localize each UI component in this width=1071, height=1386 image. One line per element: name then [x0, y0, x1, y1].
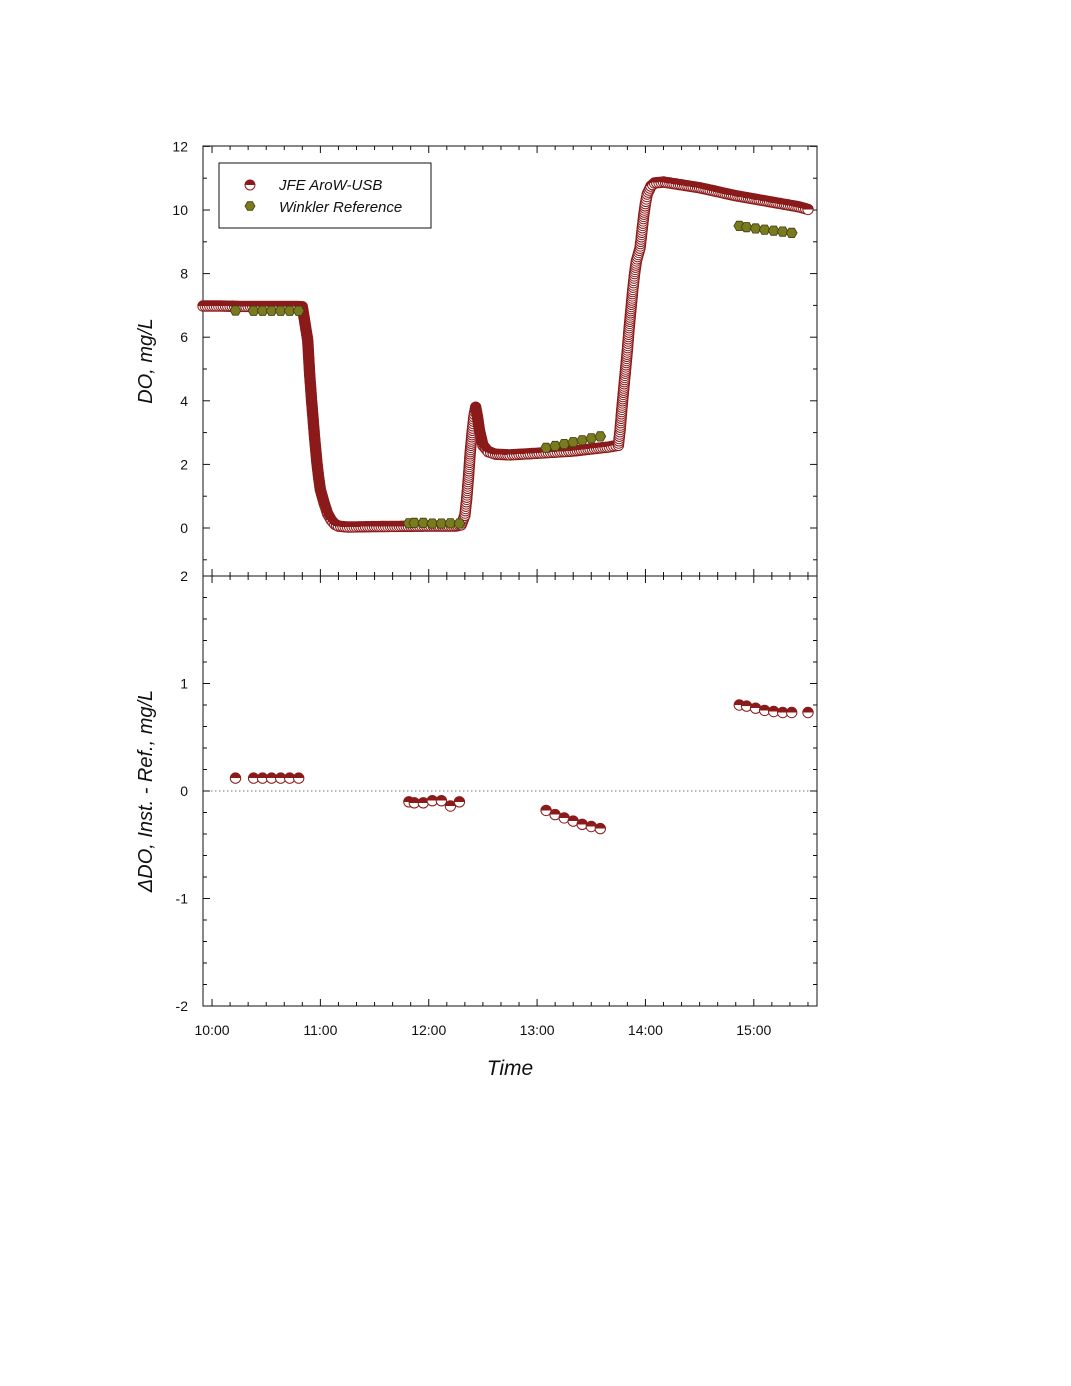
legend-box [218, 162, 432, 229]
winkler-point [749, 223, 762, 234]
top-y-tick-label: 10 [172, 202, 188, 218]
winkler-point [426, 518, 439, 529]
winkler-point [540, 442, 552, 453]
top-panel-plot: 0 2 4 6 8 10 12 DO, mg/L JFE AroW-USB Winkler … [135, 138, 818, 577]
instrument-point [802, 203, 814, 216]
bottom-y-tick-label: 0 [180, 783, 188, 799]
winkler-point [435, 518, 448, 529]
bottom-data-marks [229, 699, 814, 835]
x-tick-label: 10:00 [195, 1022, 230, 1038]
bottom-y-tick-label: -2 [176, 998, 189, 1014]
winkler-point [567, 437, 580, 448]
top-y-tick-label: 12 [172, 138, 188, 154]
legend-marker-instrument [244, 179, 256, 191]
winkler-point [444, 518, 457, 529]
difference-point [786, 706, 798, 719]
legend-label-instrument: JFE AroW-USB [278, 177, 382, 194]
x-tick-label: 11:00 [303, 1022, 337, 1038]
winkler-point [549, 440, 561, 452]
x-tick-label: 12:00 [411, 1022, 446, 1038]
top-axis-ticks: 0 2 4 6 8 10 12 [172, 138, 817, 576]
winkler-point [417, 517, 430, 528]
top-y-tick-label: 4 [180, 393, 188, 409]
bottom-panel-plot: -2 -1 0 1 2 10:00 11:00 12:00 13:00 14:00 15:00 ΔD… [135, 568, 818, 1080]
top-y-axis-title: DO, mg/L [135, 318, 157, 404]
legend-label-winkler: Winkler Reference [279, 199, 402, 216]
bottom-y-tick-label: -1 [176, 891, 189, 907]
top-y-tick-label: 2 [180, 456, 188, 472]
winkler-point [558, 438, 571, 450]
top-y-tick-label: 8 [180, 266, 188, 282]
winkler-point [292, 305, 305, 316]
winkler-point [265, 305, 278, 316]
winkler-point [740, 222, 753, 233]
x-tick-label: 14:00 [628, 1022, 663, 1038]
winkler-point [274, 305, 287, 316]
difference-point [453, 796, 466, 808]
x-tick-label: 15:00 [736, 1022, 771, 1038]
winkler-point [283, 305, 296, 316]
difference-point [293, 772, 305, 784]
winkler-point [229, 305, 242, 316]
legend: JFE AroW-USB Winkler Reference [218, 162, 432, 229]
winkler-point [256, 305, 269, 316]
winkler-point [758, 224, 771, 235]
top-y-tick-label: 6 [180, 329, 188, 345]
bottom-y-tick-label: 1 [180, 676, 188, 692]
winkler-point [767, 225, 780, 236]
x-tick-label: 13:00 [520, 1022, 555, 1038]
top-y-tick-label: 0 [180, 520, 188, 536]
bottom-y-axis-title: ΔDO, Inst. - Ref., mg/L [135, 690, 157, 893]
difference-point [802, 706, 814, 719]
winkler-point [453, 518, 466, 529]
winkler-point [247, 305, 260, 316]
bottom-axis-ticks: -2 -1 0 1 2 10:00 11:00 12:00 13:00 14:00 15:00 [176, 568, 817, 1038]
winkler-point [576, 435, 589, 446]
winkler-point [408, 517, 421, 528]
winkler-point [776, 226, 789, 237]
winkler-point [594, 431, 607, 442]
winkler-point [785, 227, 798, 239]
bottom-y-tick-label: 2 [180, 568, 188, 584]
top-data-marks [197, 176, 814, 533]
x-axis-title: Time [487, 1057, 533, 1080]
winkler-point [585, 433, 598, 444]
difference-point [229, 772, 242, 784]
difference-point [435, 795, 448, 807]
difference-point [594, 822, 606, 835]
legend-marker-winkler [244, 201, 256, 211]
